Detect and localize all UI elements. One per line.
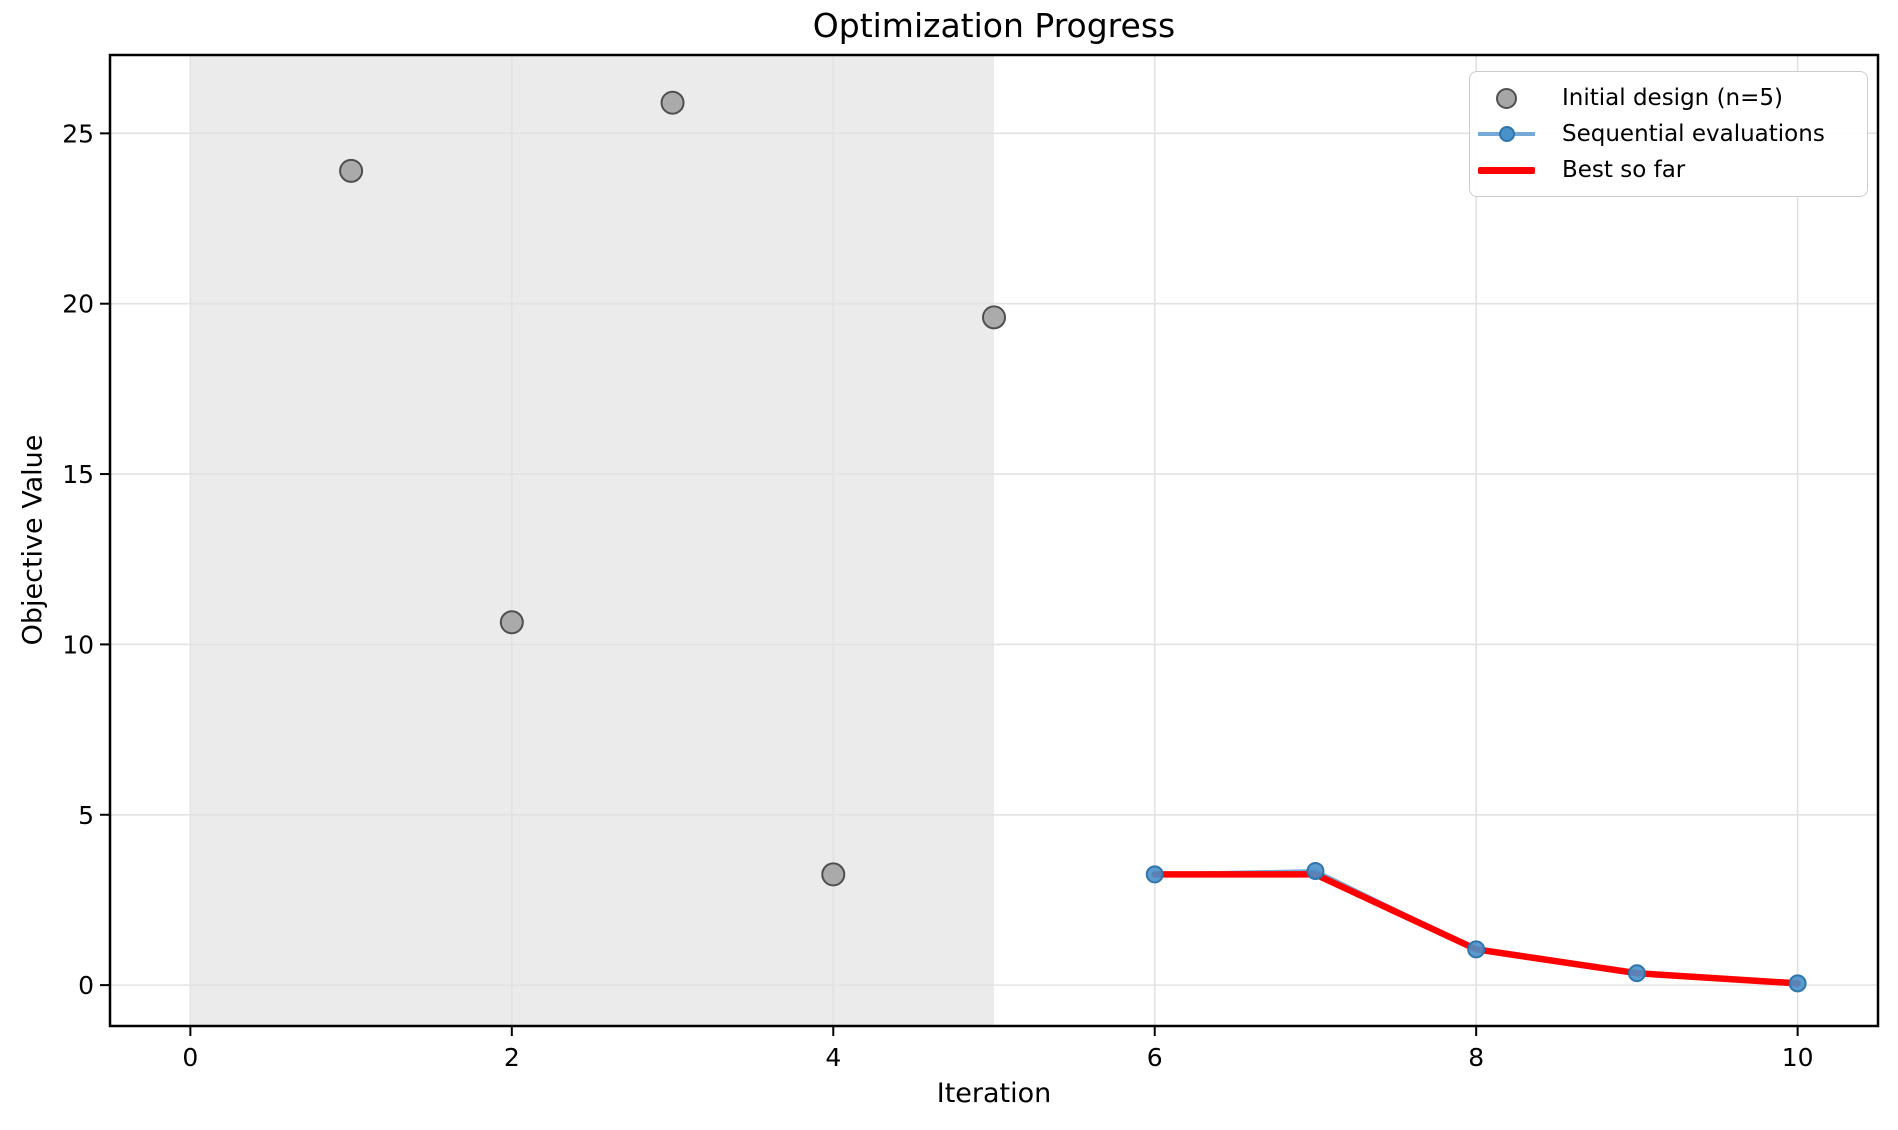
y-axis-label: Objective Value bbox=[17, 434, 49, 646]
axes-spines bbox=[108, 53, 1880, 1028]
red-line-marker-icon bbox=[1478, 153, 1535, 187]
chart-title: Optimization Progress bbox=[812, 6, 1176, 45]
svg-text:0: 0 bbox=[78, 971, 94, 1000]
tick-labels: 0 2 4 6 8 10 0 5 10 15 20 25 bbox=[62, 119, 1813, 1072]
svg-text:0: 0 bbox=[182, 1043, 198, 1072]
legend-label-best-so-far: Best so far bbox=[1562, 157, 1686, 183]
legend-item-initial-design: Initial design (n=5) bbox=[1470, 81, 1867, 115]
legend-item-best-so-far: Best so far bbox=[1470, 153, 1867, 187]
tick-marks bbox=[100, 132, 1799, 1036]
blue-line-marker-icon bbox=[1478, 117, 1535, 151]
series-sequential-evaluations-markers bbox=[1145, 861, 1807, 993]
svg-text:10: 10 bbox=[1782, 1043, 1814, 1072]
svg-text:6: 6 bbox=[1147, 1043, 1163, 1072]
x-axis-label: Iteration bbox=[936, 1078, 1052, 1109]
svg-text:15: 15 bbox=[62, 460, 94, 489]
shaded-initial-design-region bbox=[190, 55, 994, 1026]
legend-label-initial-design: Initial design (n=5) bbox=[1562, 85, 1783, 111]
legend-item-sequential-evaluations: Sequential evaluations bbox=[1470, 117, 1867, 151]
legend-label-sequential-evaluations: Sequential evaluations bbox=[1562, 121, 1825, 147]
legend: Initial design (n=5) Sequential evaluati… bbox=[1469, 71, 1868, 197]
svg-text:10: 10 bbox=[62, 630, 94, 659]
gray-circle-marker-icon bbox=[1478, 81, 1535, 115]
svg-text:2: 2 bbox=[504, 1043, 520, 1072]
svg-text:20: 20 bbox=[62, 290, 94, 319]
svg-text:25: 25 bbox=[62, 119, 94, 148]
gridlines bbox=[110, 55, 1878, 1026]
svg-text:5: 5 bbox=[78, 801, 94, 830]
svg-text:8: 8 bbox=[1468, 1043, 1484, 1072]
series-initial-design bbox=[339, 90, 1006, 887]
svg-text:4: 4 bbox=[825, 1043, 841, 1072]
